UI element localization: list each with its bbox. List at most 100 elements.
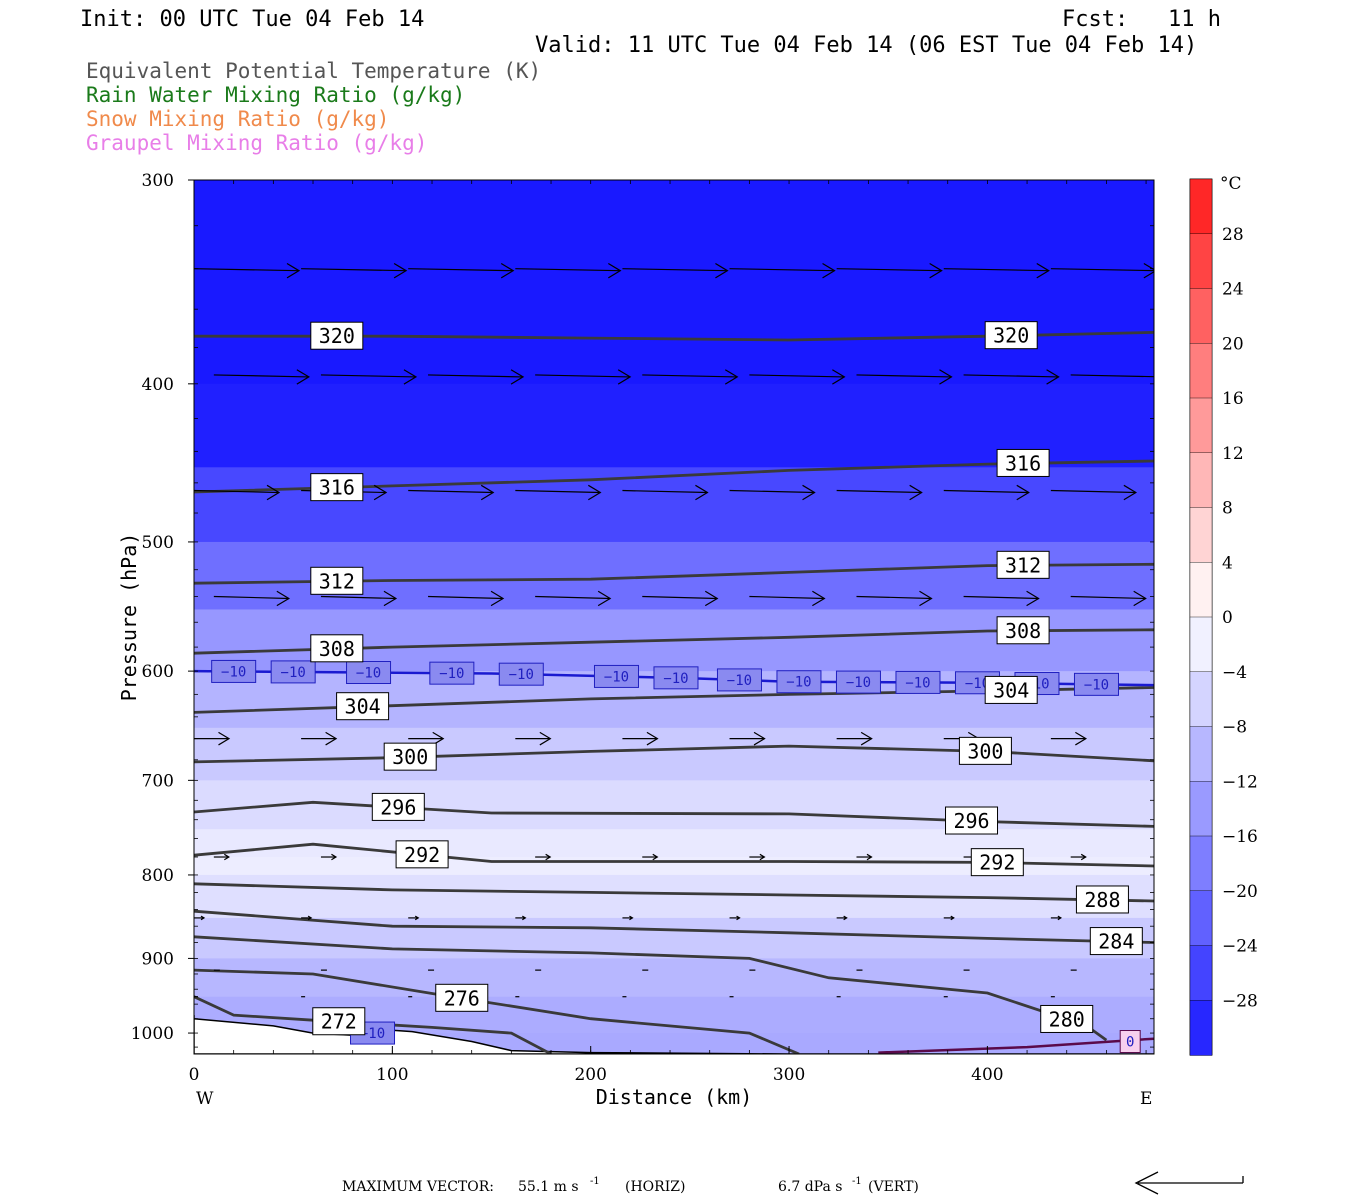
minus10-label-box — [1073, 672, 1119, 696]
minus10-label-text: −10 — [663, 671, 688, 687]
wind-vector — [622, 915, 634, 921]
theta-e-288-label-east: 288 — [1075, 885, 1129, 914]
wind-vector — [428, 369, 525, 385]
x-tick-label: 0 — [189, 1065, 200, 1085]
label-box — [310, 473, 364, 502]
wind-vector — [836, 915, 848, 921]
minus10-label: −10 — [593, 664, 639, 688]
wind-vector — [622, 484, 709, 501]
wind-vector — [1050, 262, 1154, 279]
wind-vector — [836, 262, 943, 279]
label-box — [996, 616, 1050, 645]
wind-vector — [1070, 853, 1087, 861]
wind-vector — [1050, 731, 1088, 746]
colorbar-unit: °C — [1220, 174, 1242, 194]
colorbar-swatch — [1189, 781, 1213, 837]
label-box — [996, 448, 1050, 477]
theta-e-316-label-east: 316 — [996, 448, 1050, 477]
x-tick-label: 400 — [971, 1065, 1003, 1085]
label-text: 304 — [993, 678, 1029, 702]
wind-vector — [515, 484, 602, 501]
label-box — [395, 840, 449, 869]
minus10-label: −10 — [346, 661, 392, 685]
minus10-label: −10 — [895, 670, 941, 694]
theta-e-296-label-east: 296 — [945, 806, 999, 835]
x-axis-ticks: 0 100 200 300 400 — [189, 180, 1147, 1085]
wind-vector-head — [617, 369, 632, 385]
label-box — [435, 983, 489, 1012]
field-snow-title: Snow Mixing Ratio (g/kg) — [86, 107, 389, 131]
minus10-label: −10 — [653, 666, 699, 690]
max-vector-label: MAXIMUM VECTOR: — [342, 1179, 494, 1195]
theta-e-320-label: 320 — [310, 321, 364, 350]
colorbar-swatch — [1189, 616, 1213, 673]
wind-vector-head — [736, 915, 741, 921]
minus10-label-box — [653, 666, 699, 690]
max-horiz-exponent: -1 — [590, 1176, 600, 1187]
wind-vector-head — [510, 369, 525, 385]
wind-vector — [535, 590, 612, 607]
wind-vector — [963, 590, 1040, 607]
minus10-label-box — [429, 661, 475, 685]
y-tick-label: 400 — [142, 375, 174, 395]
theta-e-300-contour — [194, 744, 1154, 764]
y-tick-label: 600 — [142, 662, 174, 682]
wind-vector-shaft — [301, 268, 407, 272]
colorbar-label: −24 — [1222, 937, 1258, 957]
max-vert-value: 6.7 dPa s — [778, 1179, 842, 1195]
wind-vector-shaft — [836, 489, 922, 494]
wind-vector-shaft — [963, 374, 1059, 378]
label-box — [945, 806, 999, 835]
wind-vector-head — [403, 369, 418, 385]
colorbar-swatch — [1189, 890, 1213, 947]
wind-vector — [408, 915, 420, 921]
wind-vector-shaft — [963, 595, 1039, 600]
label-box — [310, 321, 364, 350]
wind-vector — [856, 369, 953, 385]
wind-vector-head — [704, 590, 719, 607]
wind-vector — [535, 853, 552, 861]
max-horiz-unit: (HORIZ) — [625, 1179, 685, 1195]
colorbar-label: 4 — [1222, 553, 1233, 573]
colorbar-label: 0 — [1222, 608, 1233, 628]
wind-vector — [729, 915, 741, 921]
wind-vector — [301, 731, 338, 746]
minus10-label-box — [593, 664, 639, 688]
wind-vector-head — [1133, 590, 1147, 607]
wind-vector-shaft — [943, 268, 1049, 272]
y-tick-label: 700 — [142, 771, 174, 791]
minus10-label: −10 — [429, 661, 475, 685]
minus10-label: −10 — [776, 670, 822, 694]
label-text: 296 — [380, 795, 416, 819]
colorbar-label: −16 — [1222, 827, 1258, 847]
wind-vector — [320, 853, 338, 861]
temperature-band — [194, 383, 1154, 468]
theta-e-labels: 320 320 316 316 312 312 308 308 304 304 300 300 296 2… — [310, 321, 1143, 1036]
zero-isotherm — [878, 1037, 1154, 1054]
wind-vector-shaft — [1050, 268, 1154, 272]
minus10-label-text: −10 — [604, 669, 629, 685]
valid-time: Valid: 11 UTC Tue 04 Feb 14 (06 EST Tue … — [535, 33, 1197, 58]
wind-vector — [194, 731, 231, 746]
wind-vector-head — [218, 731, 231, 746]
minus10-label-box — [895, 670, 941, 694]
label-text: 312 — [319, 569, 355, 593]
east-label: E — [1140, 1089, 1152, 1109]
colorbar-swatch — [1189, 233, 1213, 290]
wind-vector-shaft — [856, 374, 952, 378]
wind-vector — [729, 484, 816, 501]
label-text: 296 — [953, 809, 989, 833]
theta-e-308-label-east: 308 — [996, 616, 1050, 645]
minus10-label-text: −10 — [281, 665, 306, 681]
wind-vector — [943, 484, 1030, 501]
wind-vector — [320, 369, 418, 385]
wind-vector-shaft — [729, 489, 815, 494]
wind-vector-shaft — [515, 489, 601, 494]
y-axis-label: Pressure (hPa) — [117, 533, 141, 702]
max-vert-unit: (VERT) — [868, 1179, 919, 1195]
wind-vector-head — [608, 262, 622, 279]
minus10-label: −10 — [716, 668, 762, 692]
theta-e-296-label: 296 — [371, 792, 425, 821]
wind-vector-head — [490, 590, 505, 607]
colorbar-swatch — [1189, 945, 1213, 1001]
